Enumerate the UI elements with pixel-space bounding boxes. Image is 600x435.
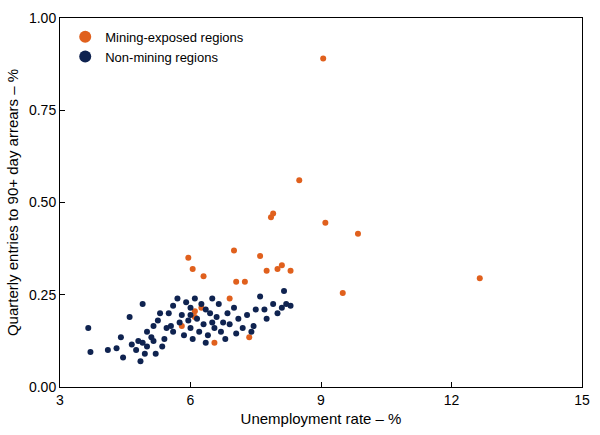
svg-text:12: 12	[444, 392, 460, 408]
svg-text:Non-mining regions: Non-mining regions	[105, 50, 218, 65]
svg-text:Unemployment rate – %: Unemployment rate – %	[241, 410, 402, 427]
svg-text:0.75: 0.75	[29, 102, 56, 118]
svg-text:15: 15	[574, 392, 590, 408]
svg-text:0.50: 0.50	[29, 194, 56, 210]
svg-text:Quarterly entries to 90+ day a: Quarterly entries to 90+ day arrears – %	[4, 69, 21, 336]
svg-text:6: 6	[187, 392, 195, 408]
svg-text:Mining-exposed regions: Mining-exposed regions	[105, 30, 244, 45]
svg-text:0.00: 0.00	[29, 379, 56, 395]
svg-text:9: 9	[317, 392, 325, 408]
svg-text:0.25: 0.25	[29, 287, 56, 303]
svg-text:1.00: 1.00	[29, 10, 56, 26]
svg-text:3: 3	[56, 392, 64, 408]
